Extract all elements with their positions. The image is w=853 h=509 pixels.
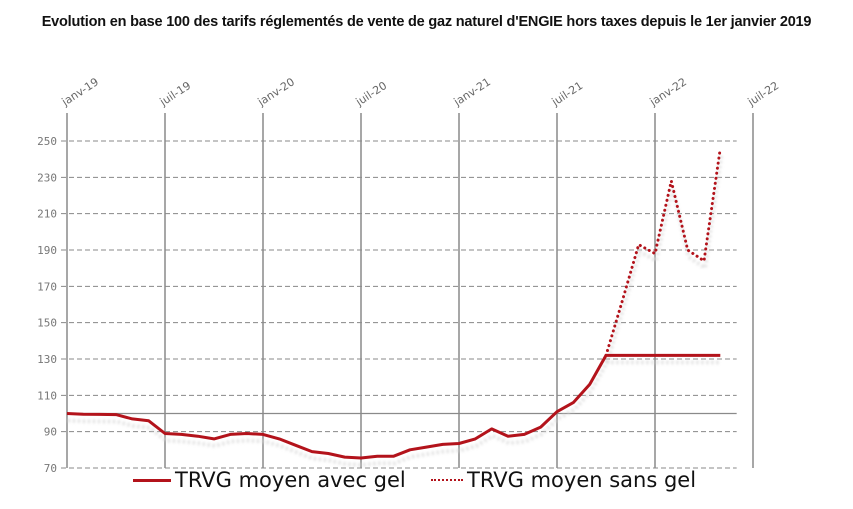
series-shadow — [67, 360, 722, 468]
y-tick-label: 250 — [37, 135, 57, 148]
y-tick-label: 230 — [37, 171, 57, 184]
series-sans-gel-line — [604, 146, 722, 357]
solid-line-swatch-icon — [133, 478, 171, 482]
y-tick-label: 130 — [37, 353, 57, 366]
chart-title: Evolution en base 100 des tarifs régleme… — [41, 14, 812, 30]
x-tick-label: janv-19 — [59, 75, 101, 109]
x-axis-labels: janv-19 juil-19 janv-20 juil-20 janv-21 juil-… — [59, 75, 782, 109]
y-tick-label: 150 — [37, 317, 57, 330]
dotted-line-swatch-icon — [431, 479, 463, 481]
x-tick-label: juil-20 — [353, 79, 390, 109]
y-tick-label: 170 — [37, 280, 57, 293]
x-tick-label: juil-21 — [549, 79, 586, 109]
series-avec-gel-line — [66, 353, 721, 460]
y-tick-label: 210 — [37, 208, 57, 221]
y-axis-labels: 70 90 110 130 150 170 190 210 230 250 — [37, 135, 57, 475]
y-tick-label: 90 — [44, 426, 57, 439]
legend-label: TRVG moyen sans gel — [467, 468, 697, 492]
gridlines — [61, 113, 754, 469]
y-tick-label: 70 — [44, 462, 57, 475]
x-tick-label: janv-21 — [451, 75, 493, 109]
legend-item-avec-gel: TRVG moyen avec gel — [133, 468, 406, 492]
x-tick-label: juil-22 — [745, 79, 782, 109]
series-shadow — [605, 155, 724, 363]
legend-item-sans-gel: TRVG moyen sans gel — [431, 468, 696, 492]
data-lines — [66, 146, 722, 460]
y-tick-label: 110 — [37, 389, 57, 402]
y-tick-label: 190 — [37, 244, 57, 257]
legend-label: TRVG moyen avec gel — [175, 468, 406, 492]
line-shadows — [67, 155, 724, 468]
x-tick-label: janv-22 — [647, 75, 689, 109]
x-tick-label: juil-19 — [157, 79, 194, 109]
x-tick-label: janv-20 — [255, 75, 297, 109]
